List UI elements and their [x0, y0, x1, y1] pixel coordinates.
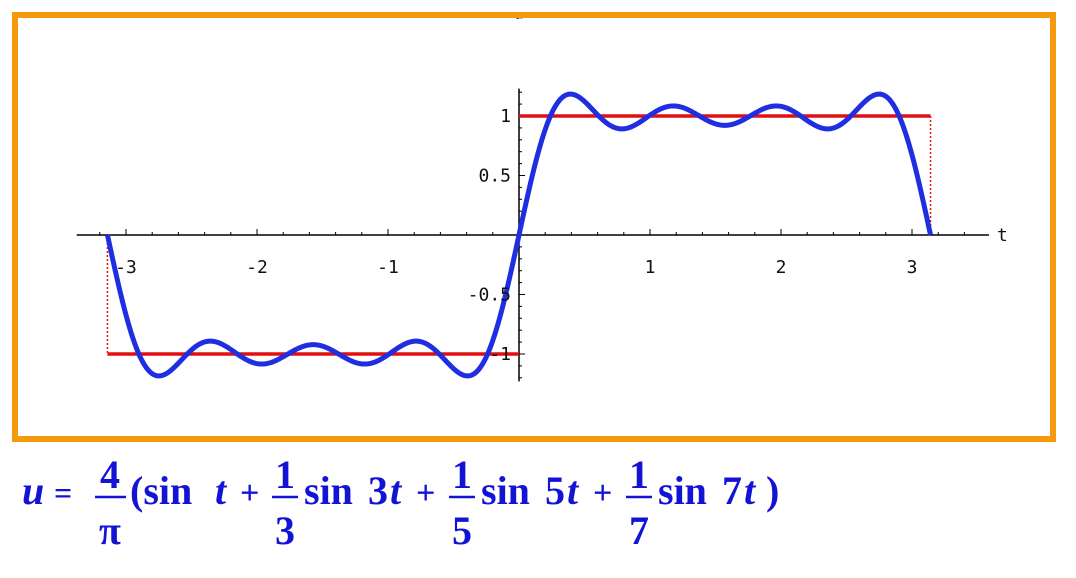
sin5-word: sin: [481, 468, 530, 513]
x-tick-label: -2: [246, 257, 268, 278]
frac3-numerator: 1: [275, 452, 295, 497]
sin3-word: sin: [304, 468, 353, 513]
fourier-curve: [105, 91, 933, 379]
axes: [76, 88, 989, 382]
formula-plus-2: +: [416, 475, 435, 512]
sin7-word: sin: [658, 468, 707, 513]
square-wave-series: [106, 114, 932, 356]
sin7-t: t: [744, 468, 757, 513]
y-axis-label: u: [513, 18, 524, 24]
formula-coef-numerator: 4: [100, 452, 120, 497]
sin5-t: t: [567, 468, 580, 513]
frac5-numerator: 1: [452, 452, 472, 497]
x-tick-label: -1: [377, 257, 399, 278]
formula-coef-denominator: π: [99, 508, 121, 553]
y-tick-label: -0.5: [468, 285, 511, 306]
formula-plus-1: +: [240, 475, 259, 512]
x-tick-label: 2: [776, 257, 787, 278]
formula-close: ): [766, 468, 779, 513]
x-axis-label: t: [997, 225, 1008, 246]
formula-open-sin: (sin: [130, 468, 192, 513]
fourier-series: [105, 91, 933, 379]
fourier-plot: -3 -2 -1 1 2 3 -1 -0.5 0.5 1 t u: [76, 18, 1008, 382]
frac3-denominator: 3: [275, 508, 295, 553]
formula-plus-3: +: [593, 475, 612, 512]
sin3-coef: 3: [368, 468, 388, 513]
x-tick-label: 1: [645, 257, 656, 278]
frac7-numerator: 1: [629, 452, 649, 497]
formula-lhs: u: [22, 468, 44, 513]
y-tick-label: 1: [500, 106, 511, 127]
y-tick-label: -1: [489, 344, 511, 365]
frac5-denominator: 5: [452, 508, 472, 553]
sin7-coef: 7: [722, 468, 742, 513]
x-tick-label: -3: [115, 257, 137, 278]
x-tick-label: 3: [907, 257, 918, 278]
frac7-denominator: 7: [629, 508, 649, 553]
tick-labels: -3 -2 -1 1 2 3 -1 -0.5 0.5 1 t u: [115, 18, 1008, 365]
fourier-formula: u = 4 π (sin t + 1 3 sin 3 t + 1 5 sin 5…: [22, 452, 779, 553]
plot-frame: -3 -2 -1 1 2 3 -1 -0.5 0.5 1 t u: [12, 12, 1056, 442]
sin5-coef: 5: [545, 468, 565, 513]
sin3-t: t: [390, 468, 403, 513]
y-tick-label: 0.5: [478, 166, 511, 187]
formula-equals: =: [54, 475, 72, 511]
formula-t1: t: [215, 468, 228, 513]
